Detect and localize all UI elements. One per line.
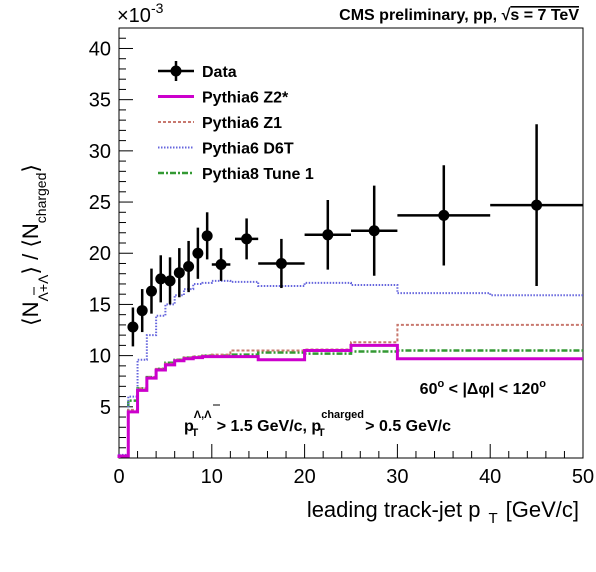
data-point <box>164 257 176 305</box>
y-tick-label: 30 <box>89 141 111 163</box>
cuts-sup1: Λ,Λ <box>194 409 212 421</box>
data-points-layer <box>127 124 583 347</box>
x-axis: 0 10 20 30 40 50 <box>113 444 594 488</box>
y-tick-label: 5 <box>100 397 111 419</box>
legend-label: Pythia6 Z2* <box>202 90 289 107</box>
y-tick-label: 25 <box>89 192 111 214</box>
y-multiplier-exponent: -3 <box>151 0 164 16</box>
y-axis: 5 10 15 20 25 30 35 40 <box>89 27 133 459</box>
data-point-marker <box>155 273 167 285</box>
data-point-marker <box>173 267 185 279</box>
y-tick-label: 15 <box>89 294 111 316</box>
x-tick-label: 20 <box>293 466 315 488</box>
y-axis-label-sub2: charged <box>33 173 49 224</box>
data-point <box>258 238 305 289</box>
data-point <box>304 200 351 270</box>
data-point <box>192 227 204 279</box>
sqrt-sign: √ <box>502 7 511 24</box>
data-point <box>397 165 491 266</box>
data-point-marker <box>201 230 213 242</box>
data-point-marker <box>192 247 204 259</box>
legend-entry: Pythia6 Z1 <box>158 115 282 132</box>
legend-entry: Pythia8 Tune 1 <box>158 166 314 183</box>
legend-label: Data <box>202 64 237 81</box>
data-point-marker <box>275 257 287 269</box>
data-point-marker <box>322 229 334 241</box>
chart-title: CMS preliminary, pp, √s = 7 TeV <box>339 7 579 24</box>
data-point <box>127 307 139 347</box>
x-tick-label: 40 <box>479 466 501 488</box>
y-axis-label-group: ⟨NΛ+Λ⟩ / ⟨Ncharged⟩ <box>18 164 51 326</box>
y-tick-label: 35 <box>89 90 111 112</box>
data-point <box>351 185 398 276</box>
series-line-pythia8-tune-1 <box>117 349 583 458</box>
data-point <box>235 218 259 260</box>
legend-label: Pythia8 Tune 1 <box>202 166 314 183</box>
x-tick-label: 10 <box>201 466 223 488</box>
legend-label: Pythia6 Z1 <box>202 115 282 132</box>
data-point-marker <box>127 321 139 333</box>
data-point <box>201 212 213 260</box>
data-point <box>136 289 148 333</box>
sqrt-s: s = 7 TeV <box>510 7 579 24</box>
y-tick-label: 10 <box>89 346 111 368</box>
legend-entry: Pythia6 D6T <box>158 141 294 158</box>
data-point <box>490 124 583 286</box>
x-axis-label-unit: [GeV/c] <box>506 497 579 522</box>
x-tick-label: 30 <box>386 466 408 488</box>
y-multiplier: ×10-3 <box>117 0 164 27</box>
y-axis-label-sub1: Λ+Λ <box>35 274 51 302</box>
legend-label: Pythia6 D6T <box>202 141 294 158</box>
series-layer <box>117 279 583 458</box>
x-tick-label: 50 <box>572 466 594 488</box>
data-point <box>183 240 195 293</box>
x-axis-label-sub: T <box>488 510 497 527</box>
y-tick-label: 40 <box>89 38 111 60</box>
legend-entry: Pythia6 Z2* <box>158 90 289 107</box>
series-line-pythia6-z2- <box>117 343 583 458</box>
cuts-sup2: charged <box>321 409 364 421</box>
data-point-marker <box>531 199 543 211</box>
annotation-cuts: pΛ,Λ T > 1.5 GeV/c, pcharged T > 0.5 GeV/c <box>184 409 451 439</box>
legend-entry: Data <box>158 61 237 81</box>
cuts-sub2: T <box>318 427 325 439</box>
data-point-marker <box>164 275 176 287</box>
x-axis-label: leading track-jet p T [GeV/c] <box>307 497 579 527</box>
data-point-marker <box>241 233 253 245</box>
legend-marker <box>170 65 182 77</box>
data-point <box>145 268 157 314</box>
data-point-marker <box>215 259 227 270</box>
y-tick-label: 20 <box>89 243 111 265</box>
x-tick-label: 0 <box>113 466 124 488</box>
data-point-marker <box>183 261 195 273</box>
data-point-marker <box>136 305 148 317</box>
data-point-marker <box>438 209 450 221</box>
data-point-marker <box>145 285 157 297</box>
series-line-pythia6-d6t <box>118 279 583 458</box>
y-axis-label: ⟨NΛ+Λ⟩ / ⟨Ncharged⟩ <box>18 164 51 326</box>
data-point <box>155 255 167 303</box>
data-point-marker <box>368 225 380 237</box>
legend: Data Pythia6 Z2* Pythia6 Z1 Pythia6 D6T Pyth… <box>158 61 314 183</box>
cuts-sub1: T <box>192 427 199 439</box>
data-point <box>173 248 185 298</box>
annotation-dphi: 60o < |Δφ| < 120o <box>420 378 547 398</box>
data-point <box>211 248 231 281</box>
